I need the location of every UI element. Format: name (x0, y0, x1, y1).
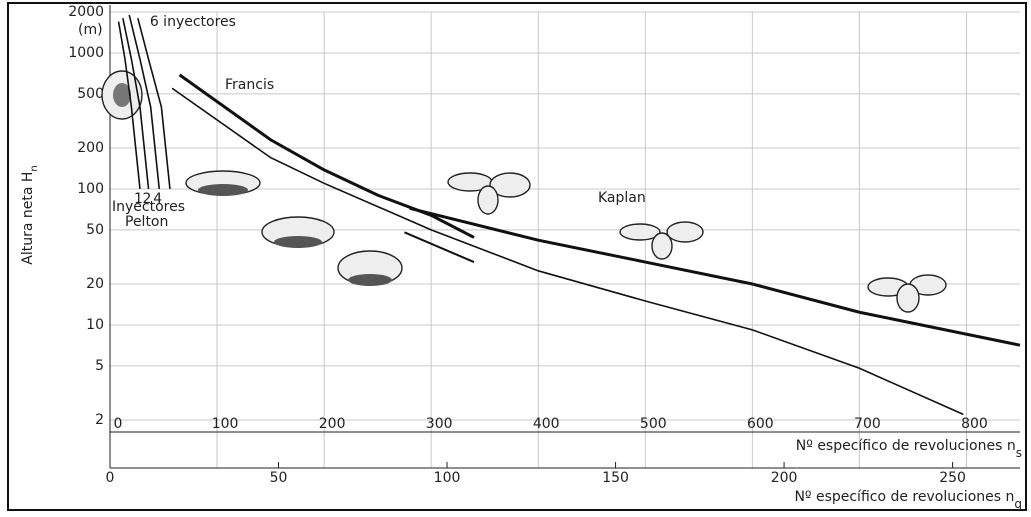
axis-label: Nº específico de revoluciones nq (794, 489, 1022, 511)
x2-tick-label: 0 (106, 470, 115, 486)
curve (137, 18, 171, 190)
pelton-wheel-icon (101, 70, 143, 120)
curve-label: 4 (153, 191, 162, 207)
annotation: Francis (225, 77, 274, 93)
y-tick-label: 200 (77, 140, 104, 156)
axis-label: Nº específico de revoluciones ns (796, 438, 1022, 460)
x2-tick-label: 250 (939, 470, 966, 486)
y-tick-label: 2 (95, 412, 104, 428)
kaplan-propeller-icon (447, 172, 947, 313)
frame (7, 2, 1027, 511)
curve (178, 73, 475, 239)
y-tick-label: 10 (86, 317, 104, 333)
x2-tick-label: 100 (434, 470, 461, 486)
curve (404, 231, 475, 263)
x-tick-label: 200 (319, 416, 346, 432)
curve-label: 2 (143, 191, 152, 207)
x-tick-label: 0 (114, 416, 123, 432)
curve (117, 21, 141, 190)
y-tick-label: 1000 (68, 45, 104, 61)
y-unit: (m) (78, 22, 103, 38)
y-tick-label: 5 (95, 358, 104, 374)
y-axis-label: Altura neta Hn (20, 165, 40, 265)
y-tick-label: 2000 (68, 4, 104, 20)
x2-tick-label: 200 (771, 470, 798, 486)
axis-label-sub: s (1016, 446, 1022, 460)
x-tick-label: 800 (961, 416, 988, 432)
x-tick-label: 100 (212, 416, 239, 432)
axis-label-text: Nº específico de revoluciones n (796, 438, 1016, 454)
x-tick-label: 500 (640, 416, 667, 432)
annotation: Inyectores (112, 199, 185, 215)
curve (128, 14, 161, 190)
y-tick-label: 500 (77, 86, 104, 102)
curve-label: 6 inyectores (150, 14, 236, 30)
y-tick-label: 50 (86, 222, 104, 238)
x2-tick-label: 50 (270, 470, 288, 486)
x2-tick-label: 150 (602, 470, 629, 486)
x-tick-label: 700 (854, 416, 881, 432)
curve-label: 1 (134, 191, 143, 207)
y-tick-label: 100 (77, 181, 104, 197)
x-tick-label: 300 (426, 416, 453, 432)
x-tick-label: 600 (747, 416, 774, 432)
curve (122, 18, 150, 190)
annotation: Kaplan (598, 190, 646, 206)
curve (409, 206, 1021, 347)
axis-label-sub: q (1014, 497, 1022, 511)
y-tick-label: 20 (86, 276, 104, 292)
curve (171, 87, 964, 416)
x-tick-label: 400 (533, 416, 560, 432)
axis-label-text: Nº específico de revoluciones n (794, 489, 1014, 505)
francis-runner-icon (185, 170, 403, 286)
annotation: Pelton (125, 214, 168, 230)
